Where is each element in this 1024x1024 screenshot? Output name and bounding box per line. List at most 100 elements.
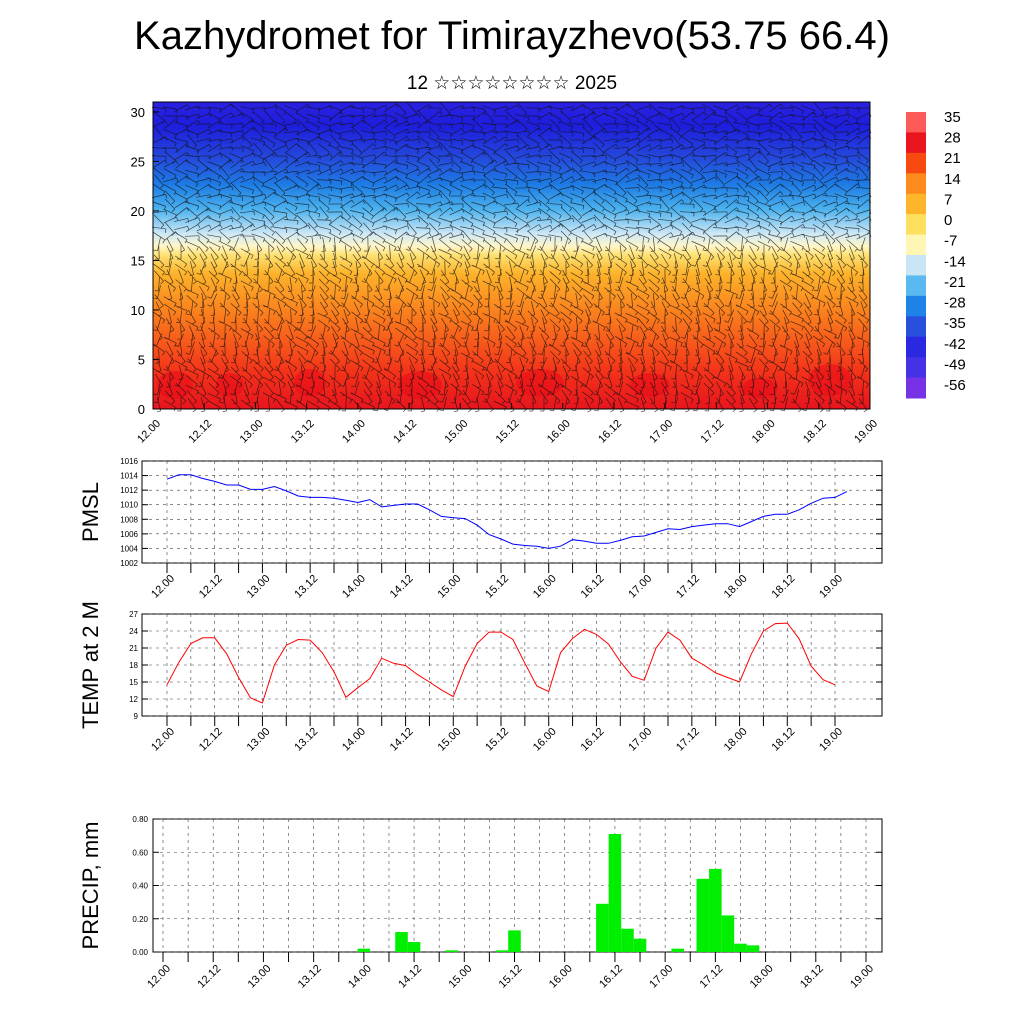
wind-barb [559, 106, 573, 110]
wind-barb [537, 234, 551, 238]
wind-barb [509, 293, 513, 307]
wind-barb [614, 162, 628, 166]
wind-barb-flag [290, 249, 295, 253]
wind-barb [548, 215, 562, 225]
wind-barb [725, 207, 737, 217]
wind-barb [165, 318, 175, 330]
wind-barb-flag [170, 377, 174, 381]
wind-barb-flag [170, 329, 175, 333]
wind-barb-flag [446, 297, 450, 301]
wind-barb [218, 138, 232, 142]
wind-barb [440, 102, 450, 114]
wind-barb [757, 201, 771, 207]
wind-barb [773, 381, 777, 395]
wind-barb [165, 222, 175, 234]
wind-barb [563, 237, 569, 251]
wind-barb-flag [303, 249, 307, 253]
wind-barb-flag [855, 271, 858, 276]
wind-barb-flag [773, 266, 778, 269]
wind-barb [596, 269, 602, 283]
wind-barb [486, 357, 492, 371]
wind-barb [253, 374, 263, 386]
wind-barb-flag [306, 278, 309, 283]
wind-barb-flag [340, 197, 343, 202]
wind-barb [746, 146, 760, 150]
wind-barb [746, 175, 760, 185]
wind-barb [849, 245, 855, 259]
wind-barb [691, 233, 705, 239]
wind-barb-flag [284, 398, 287, 403]
wind-barb-flag [280, 377, 285, 381]
wind-barb [834, 225, 848, 231]
wind-barb-flag [699, 208, 704, 213]
wind-barb-flag [280, 361, 284, 365]
wind-barb-flag [730, 273, 735, 277]
wind-barb [460, 216, 474, 224]
wind-barb-flag [285, 176, 289, 181]
wind-barb [746, 224, 760, 232]
wind-barb-flag [711, 376, 715, 380]
wind-barb-flag [806, 266, 811, 269]
wind-barb-flag [218, 182, 221, 187]
wind-barb [736, 351, 748, 361]
wind-barb-flag [504, 312, 509, 315]
wind-barb [779, 232, 793, 240]
wind-barb-flag [461, 117, 464, 122]
wind-barb-flag [417, 289, 422, 292]
wind-barb [606, 333, 614, 347]
wind-barb [784, 373, 788, 387]
wind-barb-flag [768, 376, 773, 379]
wind-barb-flag [414, 344, 418, 348]
wind-barb [439, 207, 451, 217]
wind-barb-flag [242, 136, 245, 141]
wind-barb [253, 278, 263, 290]
wind-barb [296, 327, 308, 337]
wind-barb [331, 341, 339, 355]
wind-barb [476, 340, 480, 356]
wind-barb [728, 365, 734, 379]
wind-barb-flag [593, 393, 598, 396]
wind-barb-flag [428, 175, 432, 179]
wind-barb-flag [475, 410, 480, 412]
wind-barb [794, 357, 800, 371]
wind-barb [549, 390, 561, 402]
wind-barb [759, 190, 769, 202]
wind-barb [444, 324, 446, 340]
wind-barb [164, 198, 176, 210]
wind-barb [351, 223, 363, 233]
wind-barb [536, 122, 552, 126]
wind-barb [417, 382, 429, 394]
wind-barb [515, 130, 529, 134]
wind-barb-flag [679, 367, 683, 372]
wind-barb [530, 285, 536, 299]
wind-barb-flag [165, 210, 167, 215]
wind-barb [828, 365, 832, 379]
wind-barb [285, 207, 297, 217]
wind-barb [763, 284, 765, 300]
wind-barb-flag [580, 271, 584, 276]
wind-barb [354, 285, 360, 299]
wind-barb [212, 333, 216, 347]
wind-barb-flag [165, 194, 168, 199]
wind-barb-flag [472, 329, 477, 332]
wind-barb [812, 192, 826, 200]
wind-barb [373, 263, 385, 273]
wind-barb-flag [609, 345, 614, 349]
wind-barb [388, 300, 392, 316]
wind-barb-flag [370, 216, 374, 220]
wind-barb-flag [803, 153, 806, 158]
wind-barb [251, 137, 265, 143]
wind-barb-flag [493, 360, 498, 363]
wind-barb-flag [791, 401, 796, 404]
wind-barb [647, 169, 661, 175]
wind-barb [477, 244, 479, 260]
wind-barb [428, 255, 440, 265]
wind-barb [663, 364, 667, 380]
wind-barb-flag [659, 157, 662, 162]
wind-barb [549, 350, 561, 362]
wind-barb-flag [765, 161, 769, 165]
wind-barb [349, 163, 365, 165]
wind-barb [561, 317, 571, 331]
wind-barb [163, 216, 177, 224]
wind-barb [845, 218, 859, 222]
